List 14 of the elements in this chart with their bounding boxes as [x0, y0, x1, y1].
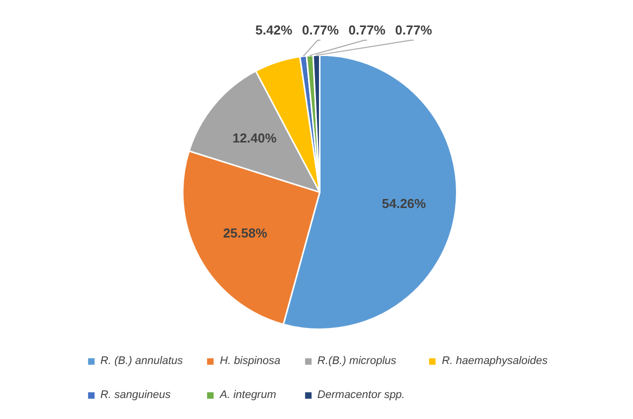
data-label: 12.40% — [232, 130, 277, 146]
legend-label: A. integrum — [220, 389, 276, 401]
data-label: 25.58% — [223, 225, 268, 240]
legend-label: R. haemaphysaloides — [442, 355, 548, 367]
data-label: 0.77% — [302, 22, 340, 38]
data-label: 5.42% — [255, 22, 293, 38]
legend-label: R. sanguineus — [100, 389, 171, 401]
data-label: 0.77% — [348, 22, 386, 38]
legend-label: H. bispinosa — [220, 355, 280, 367]
legend-label: R. (B.) annulatus — [100, 355, 183, 367]
data-label: 0.77% — [395, 22, 432, 38]
data-label: 54.26% — [382, 196, 426, 212]
legend-label: Dermacentor spp. — [317, 389, 405, 401]
legend-label: R.(B.) microplus — [317, 355, 396, 367]
